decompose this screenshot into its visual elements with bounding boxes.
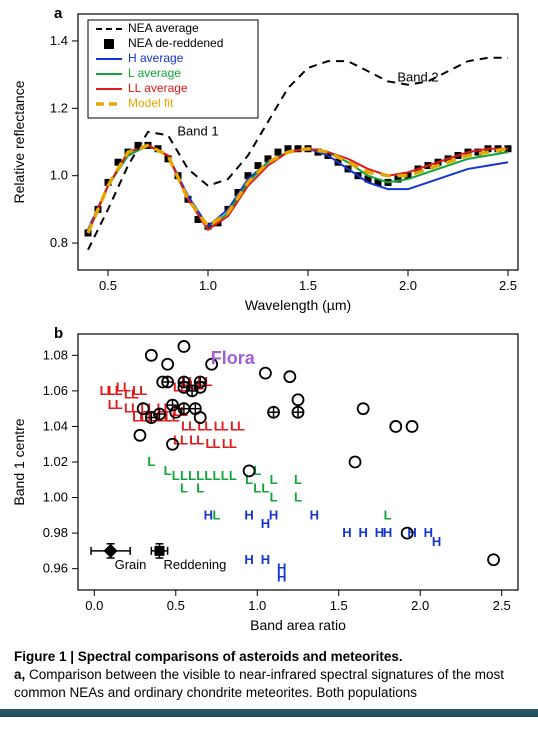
svg-text:L: L: [147, 454, 155, 469]
svg-text:Flora: Flora: [211, 348, 256, 368]
caption-title: Figure 1 | Spectral comparisons of aster…: [14, 649, 403, 664]
svg-text:0.8: 0.8: [50, 235, 68, 250]
svg-text:L: L: [245, 472, 253, 487]
svg-text:L: L: [181, 418, 189, 433]
svg-text:Band area ratio: Band area ratio: [250, 617, 346, 633]
svg-text:H: H: [277, 570, 286, 585]
svg-text:NEA de-reddened: NEA de-reddened: [128, 36, 223, 50]
svg-text:L: L: [196, 433, 204, 448]
svg-text:1.2: 1.2: [50, 100, 68, 115]
svg-text:Band 1 centre: Band 1 centre: [11, 418, 27, 505]
caption-text: Comparison between the visible to near-i…: [14, 667, 504, 700]
svg-text:NEA average: NEA average: [128, 21, 199, 35]
panel-b: b 0.0 0.5 1.0 1.5 2.0 2.5 0.96 0.98 1.00 1.02 1.04 1…: [0, 320, 538, 640]
svg-text:L: L: [196, 481, 204, 496]
svg-text:L: L: [384, 507, 392, 522]
svg-text:0.96: 0.96: [43, 561, 68, 576]
svg-text:Relative reflectance: Relative reflectance: [11, 80, 27, 203]
panel-a-svg: a 0.5 1.0 1.5 2.0 2.5 0.8 1.0 1.2 1.4 Wavelength (…: [0, 0, 538, 320]
svg-text:L: L: [189, 433, 197, 448]
svg-text:L: L: [270, 490, 278, 505]
svg-text:L: L: [124, 401, 132, 416]
svg-text:1.0: 1.0: [199, 278, 217, 293]
svg-text:L average: L average: [128, 66, 181, 80]
svg-text:2.5: 2.5: [493, 598, 511, 613]
svg-text:1.06: 1.06: [43, 383, 68, 398]
svg-text:L: L: [213, 507, 221, 522]
svg-text:L: L: [294, 472, 302, 487]
svg-text:L: L: [230, 418, 238, 433]
svg-text:Wavelength (µm): Wavelength (µm): [245, 297, 351, 313]
figure-1: a 0.5 1.0 1.5 2.0 2.5 0.8 1.0 1.2 1.4 Wavelength (…: [0, 0, 538, 717]
svg-text:H: H: [269, 507, 278, 522]
svg-text:L: L: [100, 383, 108, 398]
svg-text:L: L: [229, 436, 237, 451]
svg-text:1.0: 1.0: [248, 598, 266, 613]
svg-text:1.4: 1.4: [50, 33, 68, 48]
svg-text:L: L: [108, 397, 116, 412]
svg-text:H average: H average: [128, 51, 184, 65]
svg-text:L: L: [206, 436, 214, 451]
svg-text:L: L: [108, 383, 116, 398]
svg-text:1.08: 1.08: [43, 347, 68, 362]
panel-b-svg: b 0.0 0.5 1.0 1.5 2.0 2.5 0.96 0.98 1.00 1.02 1.04 1…: [0, 320, 538, 640]
svg-text:L: L: [139, 383, 147, 398]
svg-text:1.5: 1.5: [330, 598, 348, 613]
figure-caption: Figure 1 | Spectral comparisons of aster…: [0, 640, 538, 709]
svg-text:L: L: [132, 383, 140, 398]
svg-text:H: H: [261, 552, 270, 567]
svg-text:H: H: [342, 525, 351, 540]
svg-text:L: L: [229, 468, 237, 483]
svg-text:1.04: 1.04: [43, 418, 68, 433]
svg-text:Band 2: Band 2: [397, 69, 438, 84]
svg-text:0.5: 0.5: [99, 278, 117, 293]
svg-text:2.0: 2.0: [399, 278, 417, 293]
svg-text:L: L: [294, 490, 302, 505]
svg-text:L: L: [270, 472, 278, 487]
footer-bar: [0, 709, 538, 717]
svg-text:LL average: LL average: [128, 81, 188, 95]
svg-text:L: L: [116, 379, 124, 394]
svg-text:Band 1: Band 1: [177, 123, 218, 138]
svg-text:L: L: [261, 481, 269, 496]
svg-text:L: L: [115, 397, 123, 412]
svg-text:0.5: 0.5: [167, 598, 185, 613]
svg-text:H: H: [383, 525, 392, 540]
svg-text:2.0: 2.0: [411, 598, 429, 613]
svg-text:a: a: [54, 5, 63, 22]
svg-text:Model fit: Model fit: [128, 96, 174, 110]
svg-text:L: L: [214, 418, 222, 433]
svg-text:L: L: [124, 386, 132, 401]
svg-text:H: H: [244, 507, 253, 522]
svg-text:L: L: [213, 468, 221, 483]
svg-text:H: H: [310, 507, 319, 522]
svg-text:L: L: [204, 468, 212, 483]
svg-text:H: H: [432, 534, 441, 549]
svg-text:1.0: 1.0: [50, 168, 68, 183]
svg-text:L: L: [164, 463, 172, 478]
svg-text:H: H: [358, 525, 367, 540]
svg-text:L: L: [213, 436, 221, 451]
svg-text:Reddening: Reddening: [163, 557, 226, 572]
svg-text:0.0: 0.0: [85, 598, 103, 613]
svg-text:L: L: [180, 481, 188, 496]
panel-a: a 0.5 1.0 1.5 2.0 2.5 0.8 1.0 1.2 1.4 Wavelength (…: [0, 0, 538, 320]
svg-text:L: L: [172, 468, 180, 483]
svg-text:0.98: 0.98: [43, 525, 68, 540]
svg-text:L: L: [253, 481, 261, 496]
svg-text:1.5: 1.5: [299, 278, 317, 293]
svg-text:1.02: 1.02: [43, 454, 68, 469]
svg-text:L: L: [221, 468, 229, 483]
caption-body-a: a, Comparison between the visible to nea…: [14, 667, 504, 700]
svg-text:L: L: [222, 436, 230, 451]
svg-text:b: b: [54, 325, 63, 342]
svg-text:2.5: 2.5: [499, 278, 517, 293]
svg-text:L: L: [221, 418, 229, 433]
svg-text:L: L: [237, 418, 245, 433]
svg-text:L: L: [188, 468, 196, 483]
svg-text:L: L: [180, 433, 188, 448]
svg-text:Grain: Grain: [115, 557, 147, 572]
svg-text:H: H: [244, 552, 253, 567]
svg-text:1.00: 1.00: [43, 490, 68, 505]
